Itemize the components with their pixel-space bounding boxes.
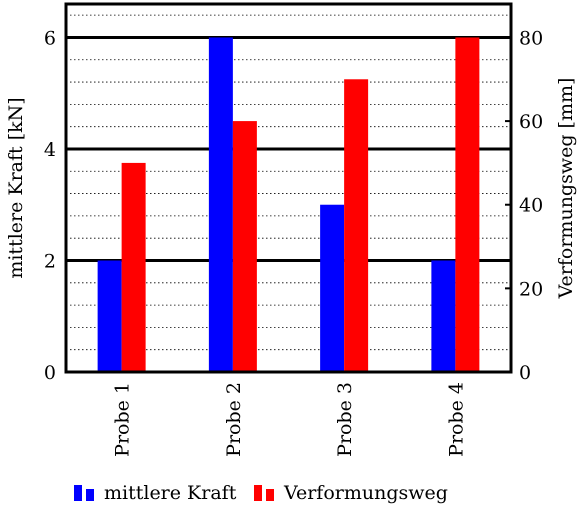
- x-tick-label: Probe 4: [445, 382, 467, 457]
- bar-verformungsweg: [455, 37, 480, 373]
- left-axis: 0 2 4 6: [44, 27, 72, 384]
- y-axis-label: mittlere Kraft [kN]: [5, 97, 27, 278]
- y2-tick-label: 60: [519, 111, 543, 133]
- y2-tick-label: 80: [519, 27, 543, 49]
- legend-swatch: [266, 489, 274, 501]
- y2-axis-label: Verformungsweg [mm]: [555, 78, 577, 300]
- legend: mittlere Kraft Verformungsweg: [74, 482, 448, 504]
- bar-verformungsweg: [232, 121, 257, 372]
- legend-label: mittlere Kraft: [104, 482, 237, 504]
- bars: [97, 37, 480, 373]
- y-tick-label: 4: [44, 139, 56, 161]
- bar-verformungsweg: [121, 162, 146, 372]
- legend-label: Verformungsweg: [283, 482, 448, 504]
- bar-kraft: [208, 37, 233, 373]
- bar-verformungsweg: [344, 79, 369, 372]
- y2-tick-label: 20: [519, 278, 543, 300]
- x-tick-label: Probe 1: [112, 382, 134, 457]
- legend-swatch: [254, 485, 262, 501]
- y-tick-label: 0: [44, 362, 56, 384]
- legend-swatch: [74, 485, 82, 501]
- bar-kraft: [431, 260, 456, 372]
- bar-kraft: [97, 260, 122, 372]
- x-tick-label: Probe 3: [334, 382, 356, 457]
- right-axis: 0 20 40 60 80: [505, 27, 543, 384]
- x-axis: Probe 1 Probe 2 Probe 3 Probe 4: [112, 382, 468, 457]
- x-tick-label: Probe 2: [223, 382, 245, 457]
- y-tick-label: 6: [44, 27, 56, 49]
- legend-swatch: [86, 489, 94, 501]
- y2-tick-label: 40: [519, 195, 543, 217]
- y2-tick-label: 0: [519, 362, 531, 384]
- plot-frame: [64, 2, 513, 374]
- y-tick-label: 2: [44, 250, 56, 272]
- bar-kraft: [320, 204, 345, 372]
